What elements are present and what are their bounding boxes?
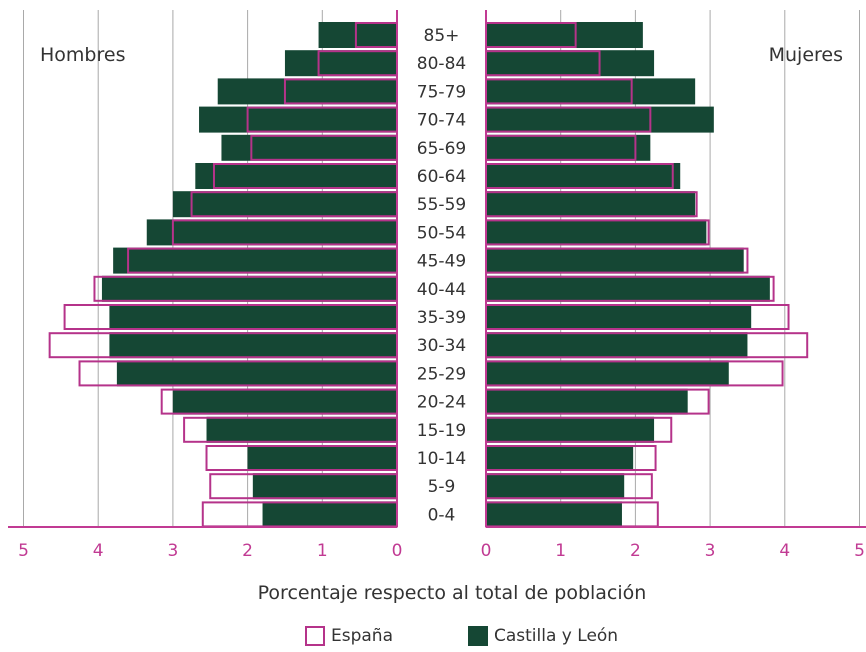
x-tick-label-left: 2 <box>242 541 253 561</box>
age-group-label: 70-74 <box>417 111 466 131</box>
age-group-label: 30-34 <box>417 336 466 356</box>
age-group-label: 0-4 <box>428 505 456 525</box>
legend-swatch-cyl <box>468 626 488 646</box>
bar-cyl-men <box>113 247 397 274</box>
legend-item-spain: España <box>305 625 393 647</box>
bar-cyl-men <box>195 163 397 189</box>
x-tick-label-left: 1 <box>317 541 328 561</box>
x-tick-label-right: 4 <box>779 541 790 561</box>
bar-cyl-men <box>116 360 397 387</box>
bar-cyl-women <box>486 416 655 443</box>
bar-cyl-women <box>486 473 625 500</box>
legend-item-cyl: Castilla y León <box>468 625 618 647</box>
bar-cyl-women <box>486 501 622 528</box>
x-tick-label-right: 0 <box>481 541 492 561</box>
age-group-label: 10-14 <box>417 449 466 469</box>
age-group-label: 50-54 <box>417 223 466 243</box>
legend-label-spain: España <box>331 626 393 646</box>
x-tick-label-right: 1 <box>555 541 566 561</box>
left-side-label: Hombres <box>40 44 125 66</box>
legend-label-cyl: Castilla y León <box>494 626 619 646</box>
age-group-label: 65-69 <box>417 139 466 159</box>
bar-cyl-men <box>101 275 397 302</box>
bar-cyl-men <box>284 50 397 77</box>
right-side-label: Mujeres <box>769 44 843 66</box>
bar-cyl-men <box>221 134 397 161</box>
bar-cyl-women <box>486 332 748 359</box>
bars <box>48 22 809 528</box>
age-group-label: 40-44 <box>417 280 466 300</box>
x-tick-label-left: 3 <box>167 541 178 561</box>
age-group-label: 15-19 <box>417 421 466 441</box>
bar-cyl-men <box>318 22 397 48</box>
x-tick-label-right: 5 <box>854 541 865 561</box>
age-group-label: 60-64 <box>417 167 466 187</box>
age-group-label: 80-84 <box>417 54 466 74</box>
age-group-label: 45-49 <box>417 252 466 272</box>
x-tick-label-left: 4 <box>93 541 104 561</box>
bar-cyl-women <box>486 22 643 48</box>
x-axis-title: Porcentaje respecto al total de població… <box>258 582 647 604</box>
bar-cyl-men <box>206 416 397 443</box>
bar-cyl-women <box>486 247 744 274</box>
bar-cyl-men <box>262 501 397 528</box>
bar-cyl-women <box>486 219 707 246</box>
bar-cyl-men <box>172 388 397 415</box>
x-tick-label-left: 5 <box>18 541 29 561</box>
bar-cyl-women <box>486 304 752 330</box>
bar-cyl-women <box>486 191 696 218</box>
x-tick-label-left: 0 <box>392 541 403 561</box>
bar-cyl-men <box>247 445 397 471</box>
x-tick-label-right: 2 <box>630 541 641 561</box>
bar-cyl-women <box>486 50 655 77</box>
bar-cyl-women <box>486 388 688 415</box>
bar-cyl-men <box>109 332 397 359</box>
bar-cyl-women <box>486 163 681 189</box>
age-group-label: 55-59 <box>417 195 466 215</box>
bar-cyl-women <box>486 445 634 471</box>
bar-cyl-men <box>172 191 397 218</box>
age-group-label: 20-24 <box>417 393 466 413</box>
age-group-label: 5-9 <box>428 477 456 497</box>
x-axes: 5 4 3 2 1 0 0 1 2 3 4 5 <box>8 10 866 561</box>
bar-cyl-men <box>252 473 397 500</box>
bar-cyl-men <box>109 304 397 330</box>
bar-cyl-men <box>146 219 397 246</box>
bar-cyl-women <box>486 360 729 387</box>
bar-cyl-women <box>486 106 714 133</box>
bar-cyl-women <box>486 134 651 161</box>
bar-cyl-women <box>486 275 770 302</box>
bar-cyl-men <box>217 78 397 105</box>
bar-cyl-women <box>486 78 696 105</box>
age-group-label: 35-39 <box>417 308 466 328</box>
legend-swatch-spain <box>305 626 325 646</box>
age-group-label: 75-79 <box>417 82 466 102</box>
labels: 85+80-8475-7970-7465-6960-6455-5950-5445… <box>40 26 843 604</box>
bar-cyl-men <box>199 106 397 133</box>
age-group-label: 25-29 <box>417 364 466 384</box>
age-group-label: 85+ <box>424 26 460 46</box>
x-tick-label-right: 3 <box>705 541 716 561</box>
